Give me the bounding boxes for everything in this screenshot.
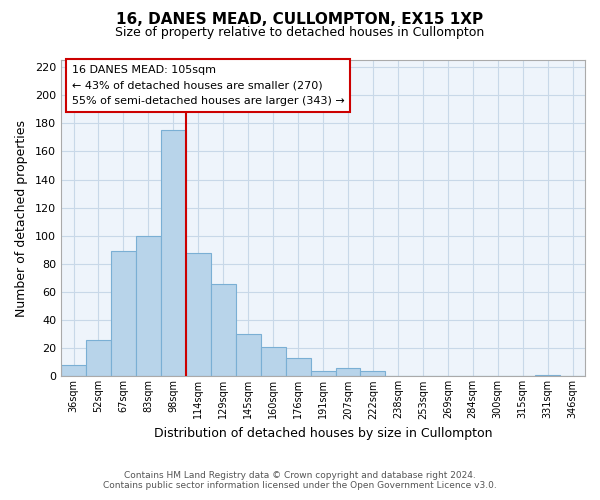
Bar — [311, 371, 335, 376]
Bar — [211, 284, 236, 376]
Text: 16 DANES MEAD: 105sqm
← 43% of detached houses are smaller (270)
55% of semi-det: 16 DANES MEAD: 105sqm ← 43% of detached … — [71, 64, 344, 106]
Bar — [361, 371, 385, 376]
Bar — [260, 347, 286, 376]
X-axis label: Distribution of detached houses by size in Cullompton: Distribution of detached houses by size … — [154, 427, 492, 440]
Bar — [535, 375, 560, 376]
Bar — [61, 365, 86, 376]
Bar — [86, 340, 111, 376]
Bar — [136, 236, 161, 376]
Bar — [335, 368, 361, 376]
Text: 16, DANES MEAD, CULLOMPTON, EX15 1XP: 16, DANES MEAD, CULLOMPTON, EX15 1XP — [116, 12, 484, 28]
Text: Contains HM Land Registry data © Crown copyright and database right 2024.: Contains HM Land Registry data © Crown c… — [124, 472, 476, 480]
Bar — [236, 334, 260, 376]
Text: Size of property relative to detached houses in Cullompton: Size of property relative to detached ho… — [115, 26, 485, 39]
Bar — [286, 358, 311, 376]
Y-axis label: Number of detached properties: Number of detached properties — [15, 120, 28, 316]
Text: Contains public sector information licensed under the Open Government Licence v3: Contains public sector information licen… — [103, 482, 497, 490]
Bar — [161, 130, 186, 376]
Bar — [111, 251, 136, 376]
Bar — [186, 252, 211, 376]
